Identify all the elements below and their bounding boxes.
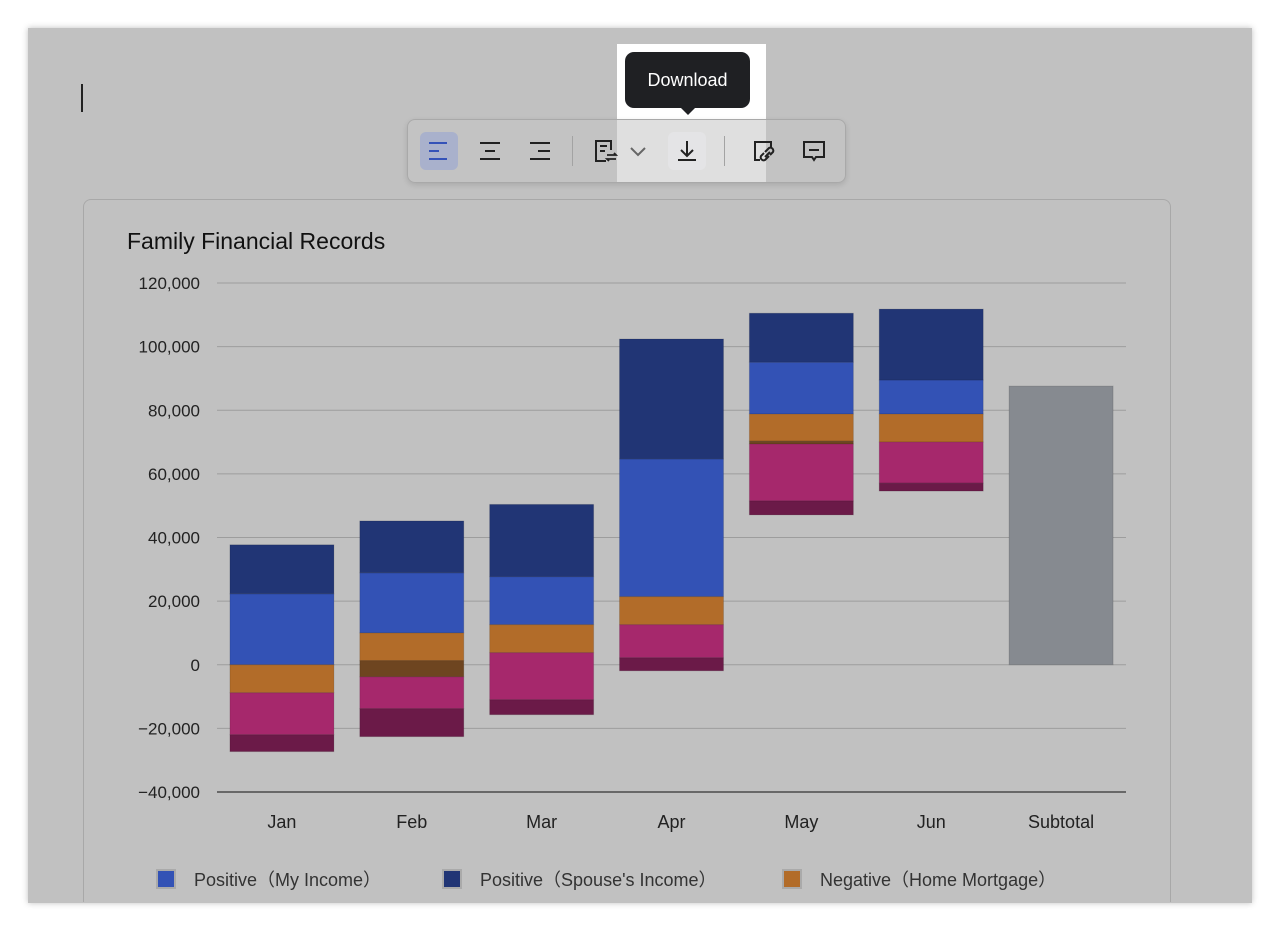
legend-item-home-mortgage[interactable]: Negative（Home Mortgage） <box>782 866 1056 892</box>
y-tick-label: 120,000 <box>139 274 200 293</box>
bar-segment-neg3 <box>359 708 465 738</box>
comment-button[interactable] <box>795 132 833 170</box>
bar-segment-neg2 <box>878 441 984 484</box>
y-tick-label: 0 <box>191 656 200 675</box>
text-wrap-icon <box>595 140 618 162</box>
legend-swatch <box>782 869 802 889</box>
legend-swatch <box>442 869 462 889</box>
legend-item-my-income[interactable]: Positive（My Income） <box>156 866 381 892</box>
text-wrap-button[interactable] <box>586 132 624 170</box>
chevron-down-icon <box>630 147 646 157</box>
bar-segment-neg3 <box>229 734 335 753</box>
y-tick-label: 80,000 <box>148 401 200 420</box>
bar-segment-subtotal <box>1008 385 1114 666</box>
chart-card: 120,000 100,000 80,000 60,000 40,000 20,000 0 −… <box>83 199 1171 902</box>
bar-segment-neg2 <box>619 624 724 659</box>
waterfall-chart: 120,000 100,000 80,000 60,000 40,000 20,000 0 −… <box>138 274 1126 832</box>
download-button[interactable] <box>668 132 706 170</box>
x-tick-label: Subtotal <box>1028 812 1094 832</box>
bar-segment-my <box>748 361 854 415</box>
align-center-icon <box>480 142 500 160</box>
align-right-button[interactable] <box>521 132 559 170</box>
align-left-button[interactable] <box>420 132 458 170</box>
y-tick-label: −40,000 <box>138 783 200 802</box>
toolbar-divider <box>572 136 573 166</box>
more-options-dropdown[interactable] <box>620 132 656 170</box>
bar-segment-spouse <box>359 520 465 574</box>
bar-segment-my <box>229 593 335 666</box>
text-cursor <box>81 84 83 112</box>
x-tick-label: Mar <box>526 812 557 832</box>
download-tooltip: Download <box>625 52 750 115</box>
y-tick-label: −20,000 <box>138 719 200 738</box>
y-tick-label: 40,000 <box>148 529 200 548</box>
bar-segment-my <box>878 379 984 415</box>
align-center-button[interactable] <box>471 132 509 170</box>
document-canvas: Download 120,000 100,000 80,000 60,000 40,00… <box>28 28 1252 903</box>
bar-segment-mortgage <box>489 624 595 654</box>
legend-label: Positive（Spouse's Income） <box>480 870 717 890</box>
x-tick-label: Jun <box>917 812 946 832</box>
bar-segment-mortgage <box>619 596 724 626</box>
legend-swatch <box>156 869 176 889</box>
bar-segment-spouse <box>489 503 595 578</box>
bar-segment-mortgage <box>748 413 854 442</box>
chart-title: Family Financial Records <box>127 228 386 254</box>
legend-label: Negative（Home Mortgage） <box>820 870 1057 890</box>
toolbar-divider <box>724 136 725 166</box>
bar-segment-neg2 <box>359 676 465 710</box>
y-tick-label: 60,000 <box>148 465 200 484</box>
bar-segment-spouse <box>619 338 724 460</box>
bar-segment-mortgage <box>878 413 984 443</box>
bar-segment-neg3 <box>878 482 984 492</box>
chart-toolbar <box>407 119 846 183</box>
bar-segment-neg2 <box>229 692 335 736</box>
x-tick-label: May <box>784 812 818 832</box>
bar-segment-neg2 <box>489 652 595 701</box>
bar-segment-spouse <box>748 312 854 363</box>
bar-segment-overlap <box>359 660 465 678</box>
bar-segment-my <box>489 576 595 626</box>
bar-segment-my <box>359 572 465 634</box>
align-left-icon <box>429 142 447 160</box>
bar-segment-mortgage <box>229 664 335 694</box>
y-tick-label: 100,000 <box>139 338 200 357</box>
x-tick-label: Feb <box>396 812 427 832</box>
bar-segment-neg3 <box>619 657 724 672</box>
copy-link-button[interactable] <box>745 132 783 170</box>
link-icon <box>754 141 775 162</box>
download-icon <box>678 141 696 161</box>
bar-segment-neg3 <box>748 500 854 516</box>
bar-segment-spouse <box>878 308 984 381</box>
bar-segment-mortgage <box>359 632 465 662</box>
align-right-icon <box>530 142 550 160</box>
y-tick-label: 20,000 <box>148 592 200 611</box>
legend-item-spouse-income[interactable]: Positive（Spouse's Income） <box>442 866 717 892</box>
legend-label: Positive（My Income） <box>194 870 382 890</box>
x-tick-label: Apr <box>657 812 685 832</box>
bar-segment-neg2 <box>748 443 854 502</box>
bar-segment-my <box>619 458 724 598</box>
bar-segment-neg3 <box>489 699 595 716</box>
comment-icon <box>803 141 825 162</box>
x-tick-label: Jan <box>267 812 296 832</box>
bar-segment-spouse <box>229 544 335 595</box>
